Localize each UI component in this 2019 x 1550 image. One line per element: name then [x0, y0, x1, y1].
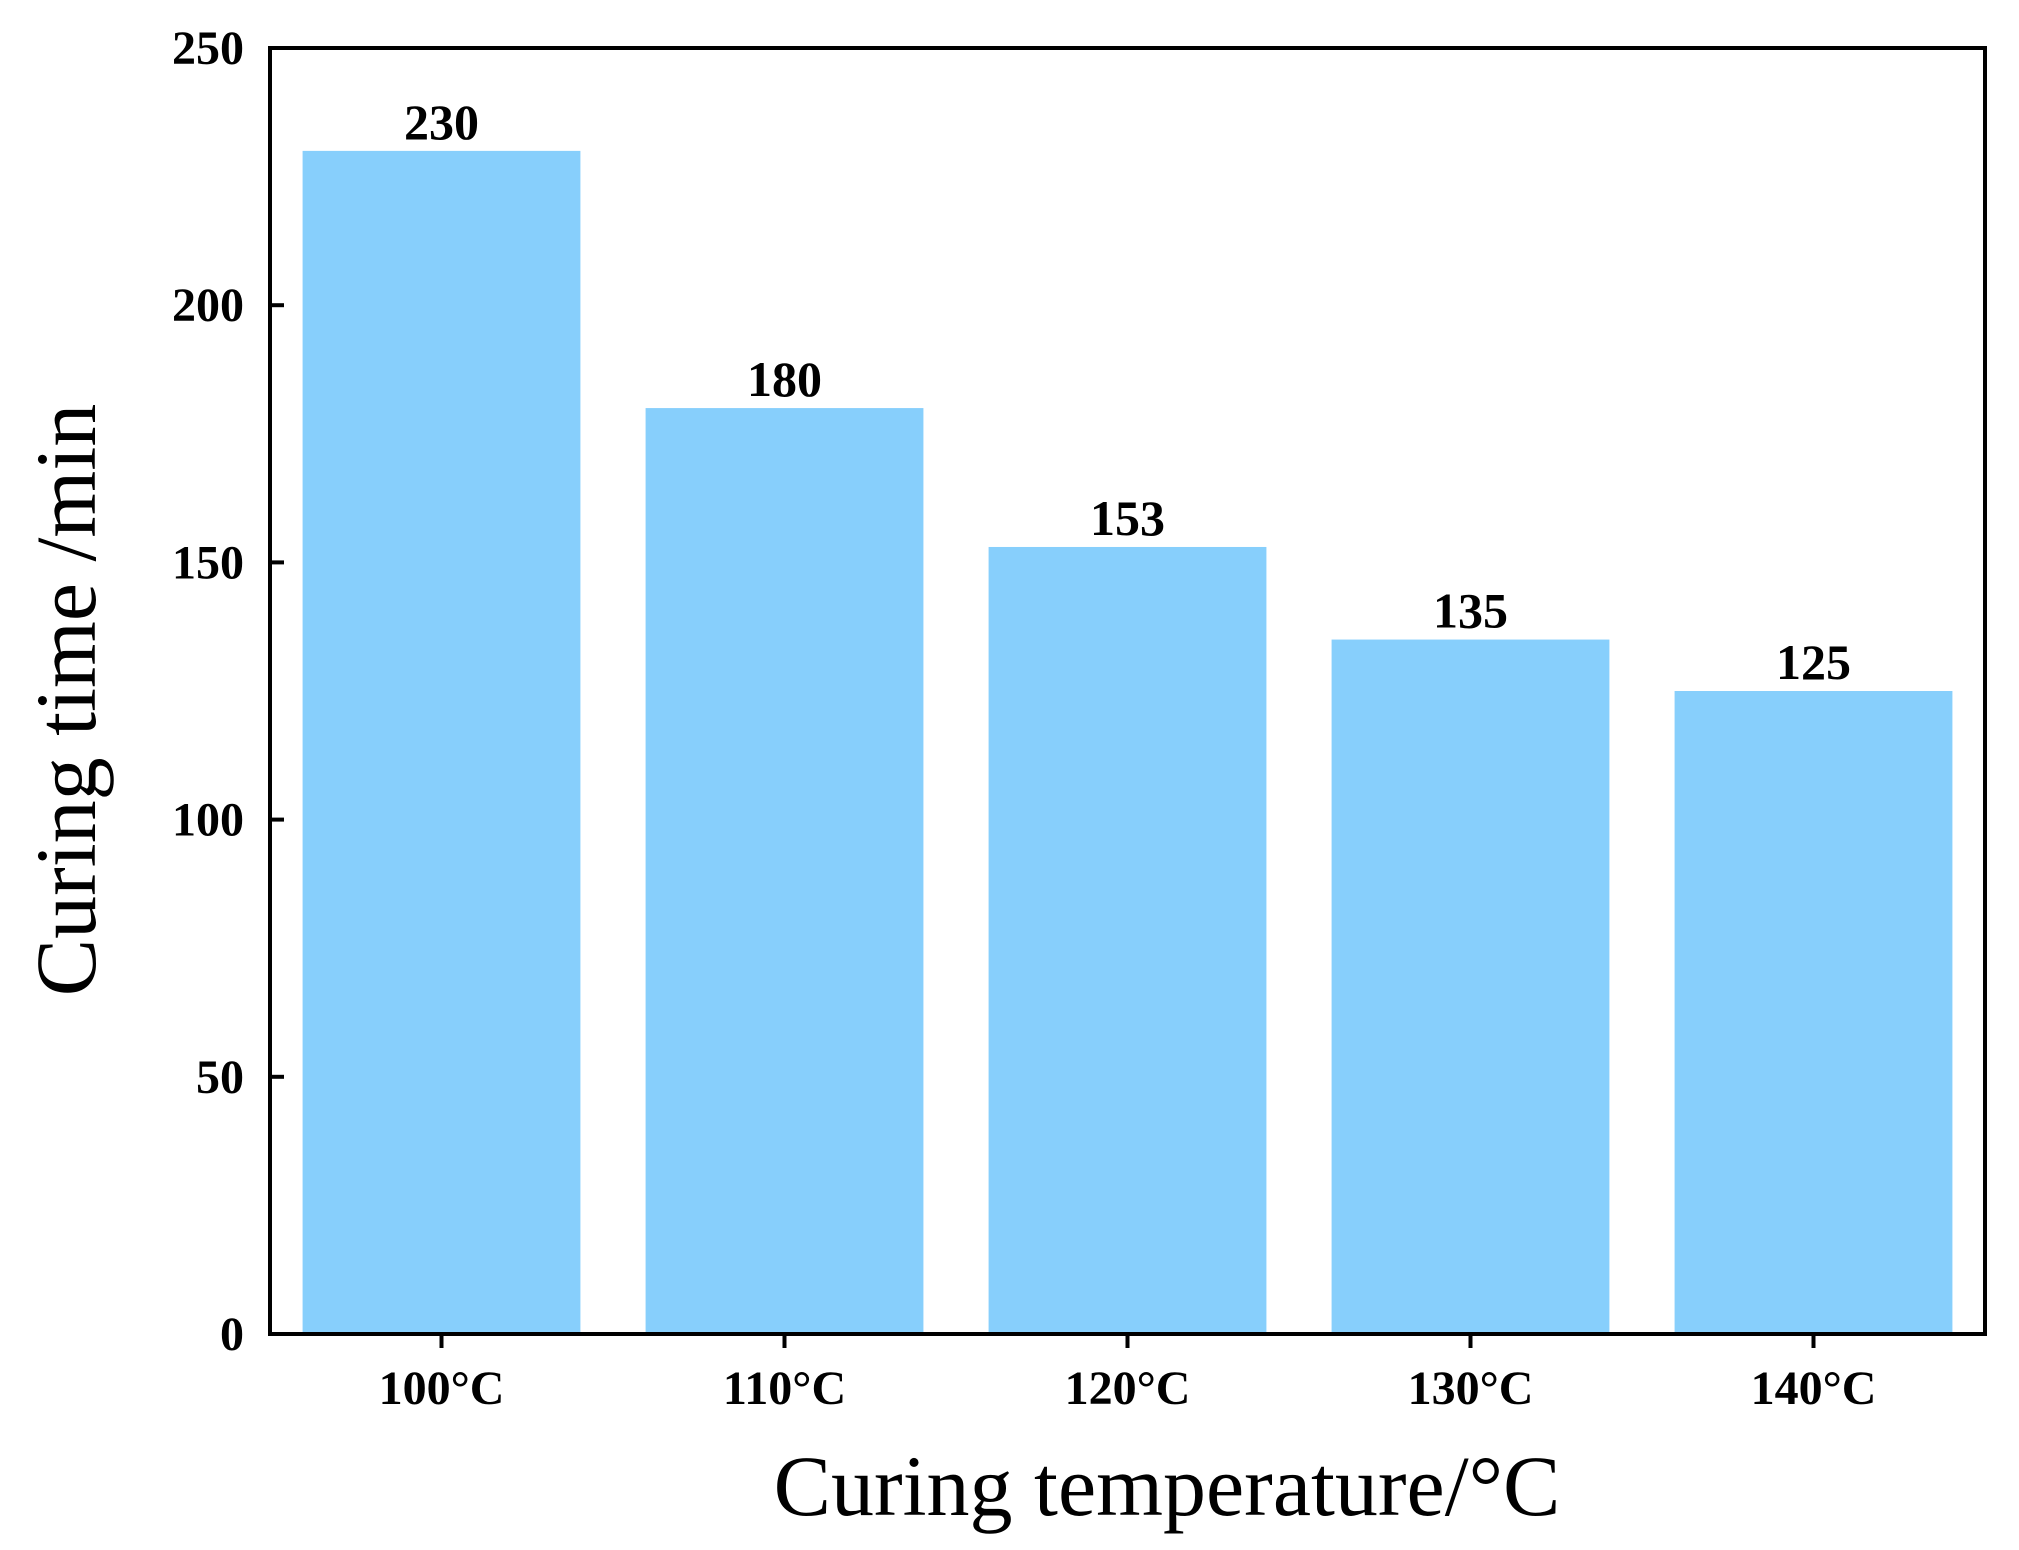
bar	[1331, 639, 1610, 1334]
x-tick-label: 100°C	[379, 1362, 505, 1415]
bar-value-label: 230	[404, 94, 479, 150]
y-tick-label: 50	[196, 1051, 244, 1104]
bar-value-label: 135	[1433, 583, 1508, 639]
y-tick-label: 100	[172, 794, 244, 847]
bar-value-label: 153	[1090, 490, 1165, 546]
y-axis-title: Curing time /min	[18, 404, 114, 996]
bar	[988, 546, 1267, 1334]
bars-layer	[302, 150, 1953, 1335]
bar	[302, 150, 581, 1334]
bar-value-label: 180	[747, 351, 822, 407]
bar-value-label: 125	[1776, 634, 1851, 690]
value-labels-layer: 230 180 153 135 125	[404, 94, 1851, 690]
x-tick-label: 140°C	[1751, 1362, 1877, 1415]
y-axis-ticks: 0 50 100 150 200 250	[172, 22, 284, 1361]
y-tick-label: 0	[220, 1308, 244, 1361]
y-tick-label: 150	[172, 536, 244, 589]
x-tick-label: 120°C	[1065, 1362, 1191, 1415]
x-axis-ticks: 100°C 110°C 120°C 130°C 140°C	[379, 1334, 1877, 1415]
y-tick-label: 250	[172, 22, 244, 75]
bar	[645, 408, 924, 1335]
bar	[1674, 691, 1953, 1334]
x-tick-label: 110°C	[723, 1362, 846, 1415]
y-tick-label: 200	[172, 279, 244, 332]
x-tick-label: 130°C	[1408, 1362, 1534, 1415]
x-axis-title: Curing temperature/°C	[774, 1438, 1561, 1534]
